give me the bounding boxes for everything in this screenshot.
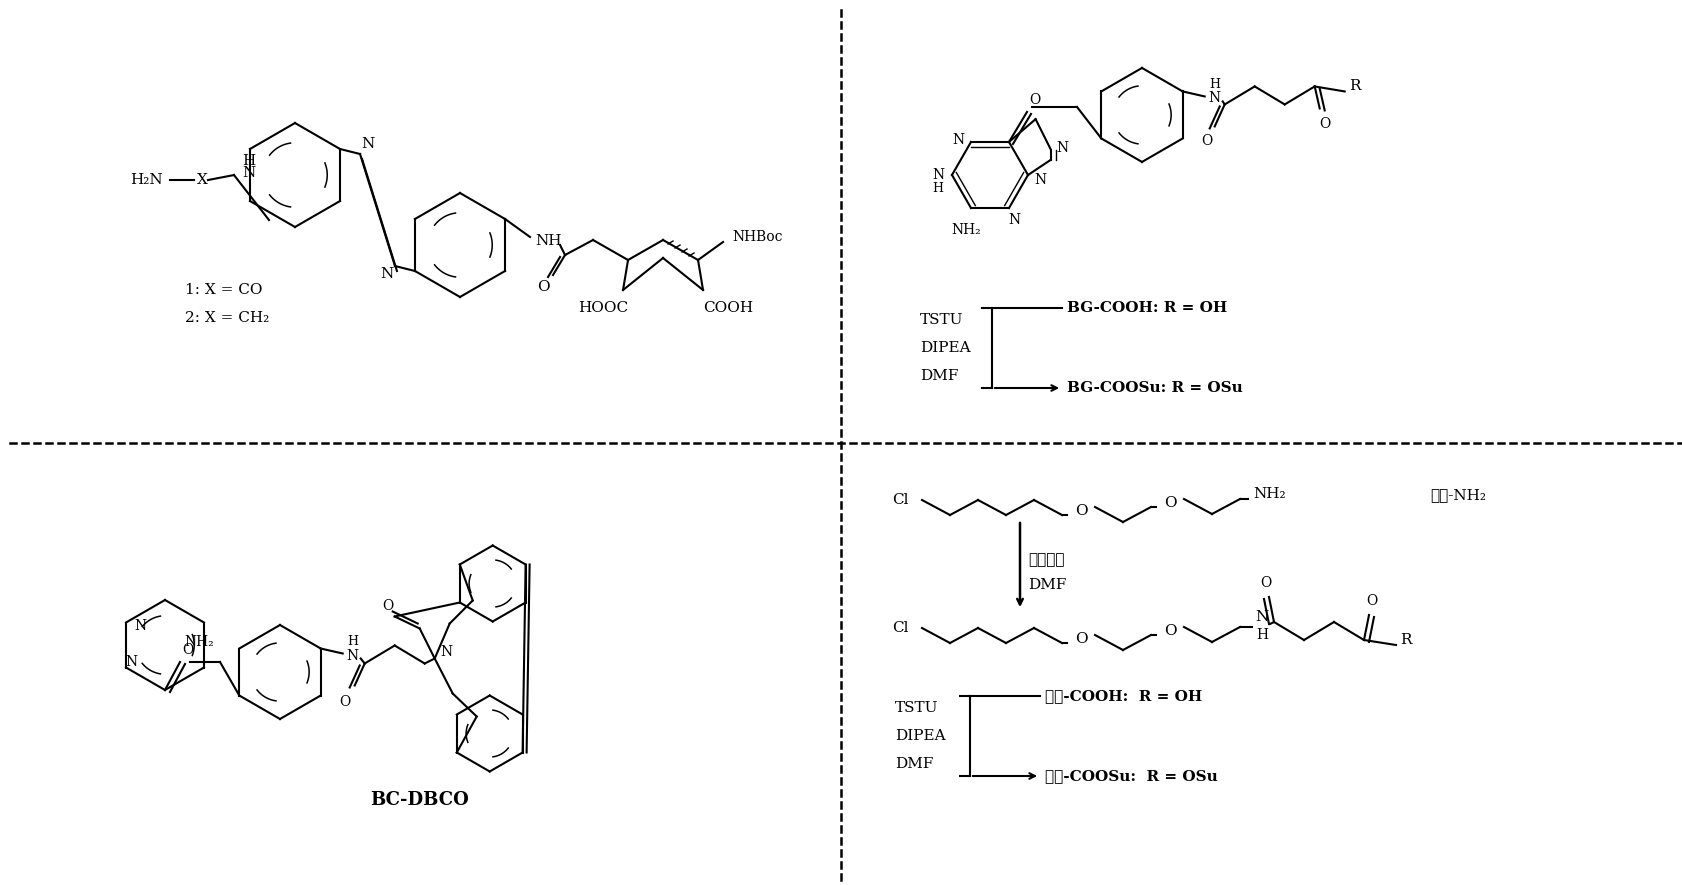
Text: R: R (1349, 80, 1359, 94)
Text: H: H (242, 154, 256, 168)
Text: Cl: Cl (891, 493, 908, 507)
Text: HOOC: HOOC (577, 301, 627, 315)
Text: 卤代-COOSu:  R = OSu: 卤代-COOSu: R = OSu (1045, 769, 1218, 783)
Text: O: O (382, 599, 394, 613)
Text: BC-DBCO: BC-DBCO (370, 791, 469, 809)
Text: 戊二酸酯: 戊二酸酯 (1028, 553, 1065, 567)
Text: O: O (1075, 504, 1087, 518)
Text: N: N (1008, 213, 1019, 227)
Text: N: N (441, 645, 452, 659)
Text: O: O (182, 643, 193, 657)
Text: Cl: Cl (891, 621, 908, 635)
Text: NH₂: NH₂ (950, 223, 981, 237)
Text: NH₂: NH₂ (183, 635, 214, 650)
Text: N: N (362, 137, 375, 151)
Text: N: N (1208, 91, 1219, 105)
Text: R: R (1399, 633, 1411, 647)
Text: N: N (932, 168, 944, 182)
Text: O: O (1029, 93, 1039, 107)
Text: N: N (952, 133, 964, 147)
Text: N: N (1255, 610, 1268, 624)
Text: H: H (346, 635, 358, 648)
Text: DMF: DMF (1028, 578, 1066, 592)
Text: DIPEA: DIPEA (920, 341, 971, 355)
Text: DMF: DMF (895, 757, 934, 771)
Text: 卤代-COOH:  R = OH: 卤代-COOH: R = OH (1045, 689, 1201, 703)
Text: N: N (242, 166, 256, 180)
Text: O: O (1162, 496, 1176, 510)
Text: O: O (1201, 135, 1211, 149)
Text: H: H (1208, 78, 1219, 91)
Text: N: N (1056, 141, 1068, 155)
Text: O: O (1366, 594, 1378, 608)
Text: N: N (135, 619, 146, 633)
Text: N: N (346, 649, 358, 663)
Text: 1: X = CO: 1: X = CO (185, 283, 262, 297)
Text: O: O (1162, 624, 1176, 638)
Text: N: N (1033, 173, 1046, 187)
Text: NH₂: NH₂ (1253, 487, 1285, 501)
Text: N: N (380, 267, 394, 281)
Text: TSTU: TSTU (920, 313, 962, 327)
Text: O: O (1075, 632, 1087, 646)
Text: N: N (124, 656, 136, 669)
Text: O: O (537, 280, 548, 294)
Text: H: H (932, 182, 944, 196)
Text: H: H (1255, 628, 1267, 642)
Text: 卤代-NH₂: 卤代-NH₂ (1430, 488, 1485, 502)
Text: X: X (197, 173, 207, 187)
Text: NH: NH (535, 234, 562, 248)
Text: NHBoc: NHBoc (732, 230, 782, 244)
Text: COOH: COOH (703, 301, 752, 315)
Text: DIPEA: DIPEA (895, 729, 945, 743)
Text: 2: X = CH₂: 2: X = CH₂ (185, 311, 269, 325)
Text: O: O (1260, 576, 1272, 590)
Text: O: O (1319, 118, 1329, 132)
Text: BG-COOH: R = OH: BG-COOH: R = OH (1066, 301, 1226, 315)
Text: BG-COOSu: R = OSu: BG-COOSu: R = OSu (1066, 381, 1241, 395)
Text: O: O (338, 695, 350, 709)
Text: H₂N: H₂N (130, 173, 161, 187)
Text: TSTU: TSTU (895, 701, 939, 715)
Text: DMF: DMF (920, 369, 957, 383)
